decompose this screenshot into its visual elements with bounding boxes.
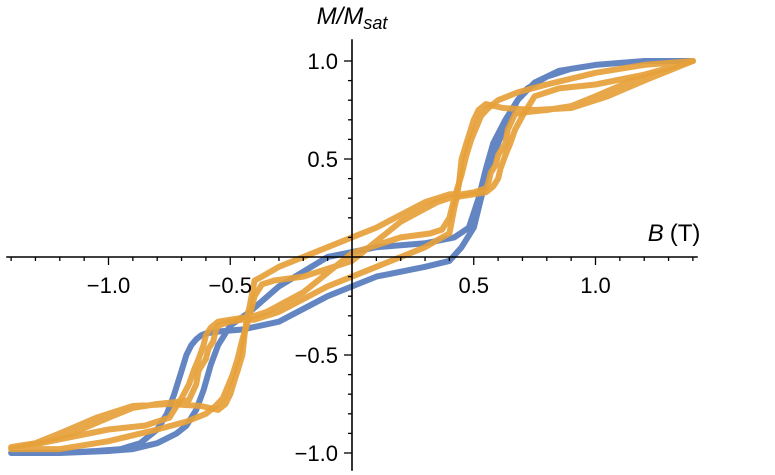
x-tick-label: −1.0 [87, 273, 130, 298]
axes-layer [6, 39, 698, 471]
y-tick-label: 1.0 [307, 49, 338, 74]
series-line-3 [8, 58, 696, 453]
x-tick-label: 0.5 [458, 273, 489, 298]
y-axis-label-subscript: sat [363, 13, 388, 33]
y-tick-label: −1.0 [295, 441, 338, 466]
y-tick-label: −0.5 [295, 343, 338, 368]
y-tick-label: 0.5 [307, 147, 338, 172]
x-axis-label-unit: (T) [670, 220, 701, 247]
tick-labels-layer: −1.0 −0.5 0.5 1.0 1.0 0.5 −0.5 −1.0 [87, 49, 611, 466]
series-line-1 [8, 58, 696, 456]
x-axis-label-main: B [648, 220, 664, 247]
x-tick-label: −0.5 [209, 273, 252, 298]
x-axis-label: B (T) [648, 220, 701, 247]
ticks-layer [10, 60, 694, 454]
y-axis-label: M/Msat [317, 3, 389, 33]
series-layer [8, 58, 696, 456]
x-tick-label: 1.0 [580, 273, 611, 298]
y-axis-label-main: M/M [317, 3, 364, 30]
